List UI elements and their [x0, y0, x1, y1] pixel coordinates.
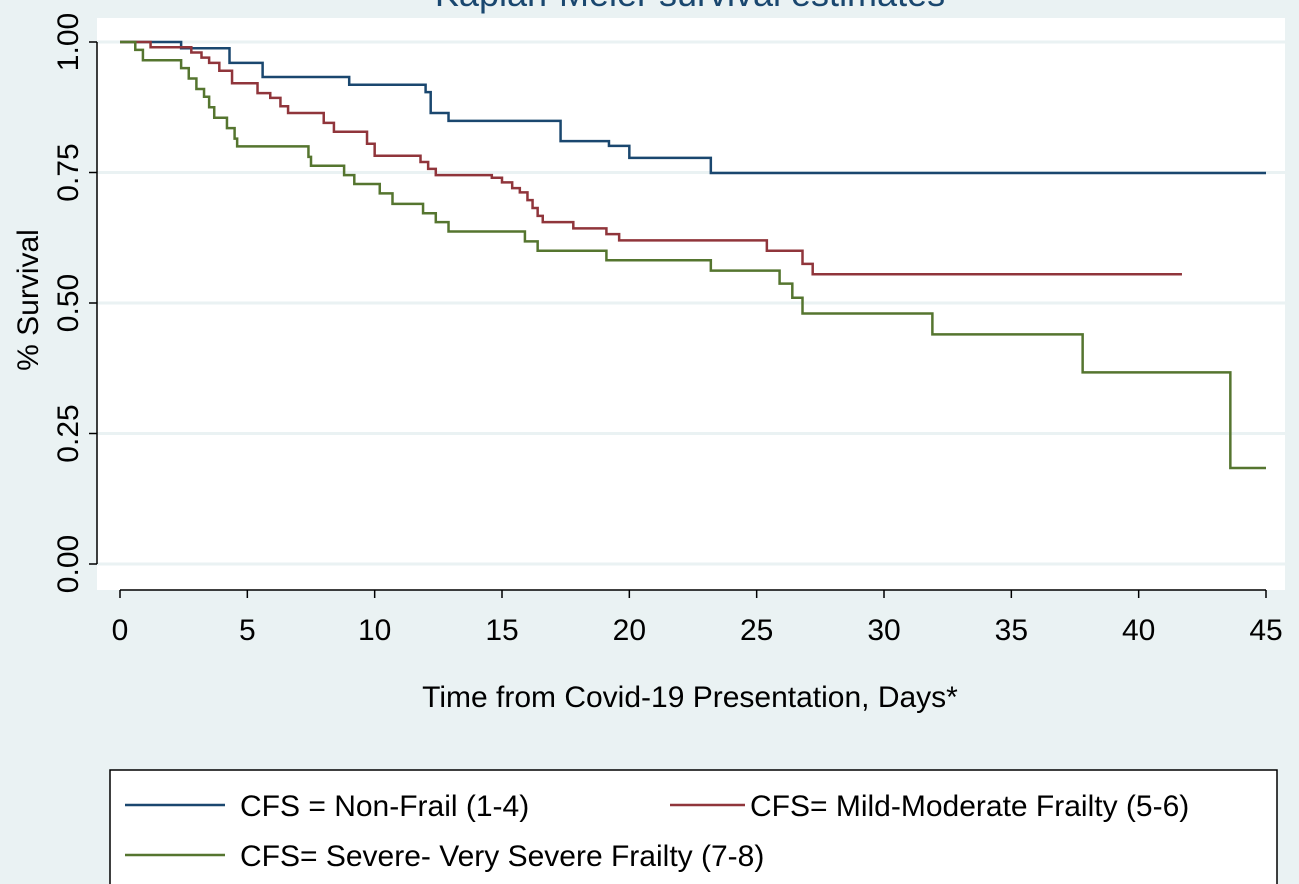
legend-label: CFS = Non-Frail (1-4)	[240, 790, 529, 823]
survival-line	[120, 40, 1182, 276]
x-tick-label: 20	[613, 614, 646, 647]
legend-label: CFS= Severe- Very Severe Frailty (7-8)	[240, 840, 764, 873]
y-tick-label: 0.00	[52, 535, 85, 593]
legend-label: CFS= Mild-Moderate Frailty (5-6)	[750, 790, 1189, 823]
x-axis-title: Time from Covid-19 Presentation, Days*	[422, 681, 958, 714]
chart-title: Kaplan-Meier survival estimates	[435, 0, 945, 14]
x-tick-label: 35	[995, 614, 1028, 647]
x-tick-label: 45	[1249, 614, 1282, 647]
x-tick-label: 5	[239, 614, 256, 647]
x-tick-label: 10	[358, 614, 391, 647]
y-axis-title: % Survival	[12, 229, 45, 371]
x-tick-label: 25	[740, 614, 773, 647]
y-tick-label: 1.00	[52, 13, 85, 71]
y-tick-label: 0.25	[52, 404, 85, 462]
x-tick-label: 15	[485, 614, 518, 647]
y-tick-label: 0.75	[52, 143, 85, 201]
x-tick-label: 0	[112, 614, 129, 647]
x-tick-label: 40	[1122, 614, 1155, 647]
survival-line	[120, 40, 1266, 175]
legend-box	[109, 769, 1278, 884]
x-tick-label: 30	[867, 614, 900, 647]
y-tick-label: 0.50	[52, 274, 85, 332]
survival-line	[120, 40, 1266, 470]
